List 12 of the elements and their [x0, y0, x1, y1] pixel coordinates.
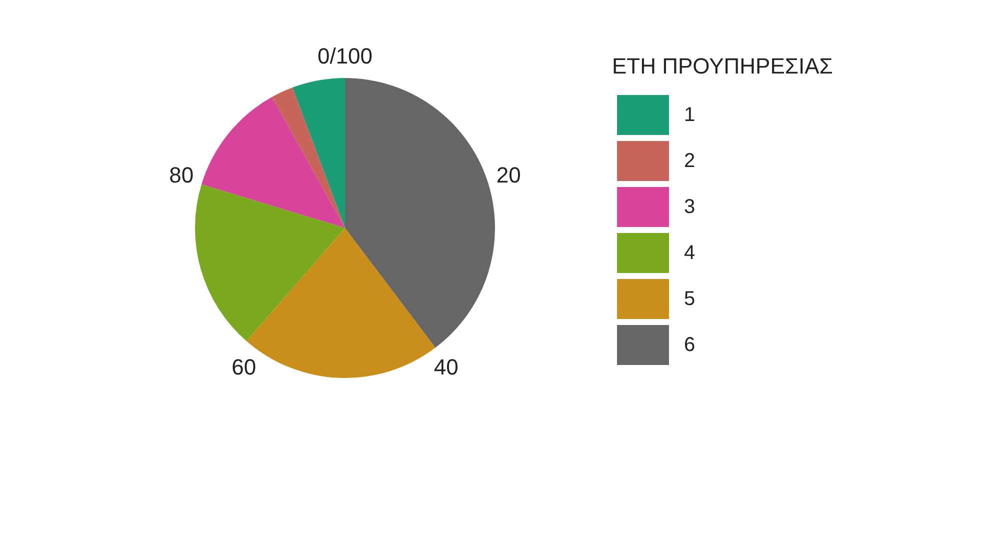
legend-label: 2 — [684, 150, 696, 172]
legend-title: ΕΤΗ ΠΡΟΥΠΗΡΕΣΙΑΣ — [612, 54, 833, 78]
legend-label: 6 — [684, 334, 696, 356]
text: 20 — [496, 162, 521, 188]
text: 80 — [169, 162, 194, 188]
legend-label: 3 — [684, 196, 696, 218]
legend-label: 4 — [684, 242, 696, 264]
legend-label: 5 — [684, 288, 696, 310]
text: 40 — [434, 354, 458, 380]
text: 60 — [232, 354, 256, 380]
legend-label: 1 — [684, 104, 696, 126]
text: 0/100 — [317, 44, 373, 68]
